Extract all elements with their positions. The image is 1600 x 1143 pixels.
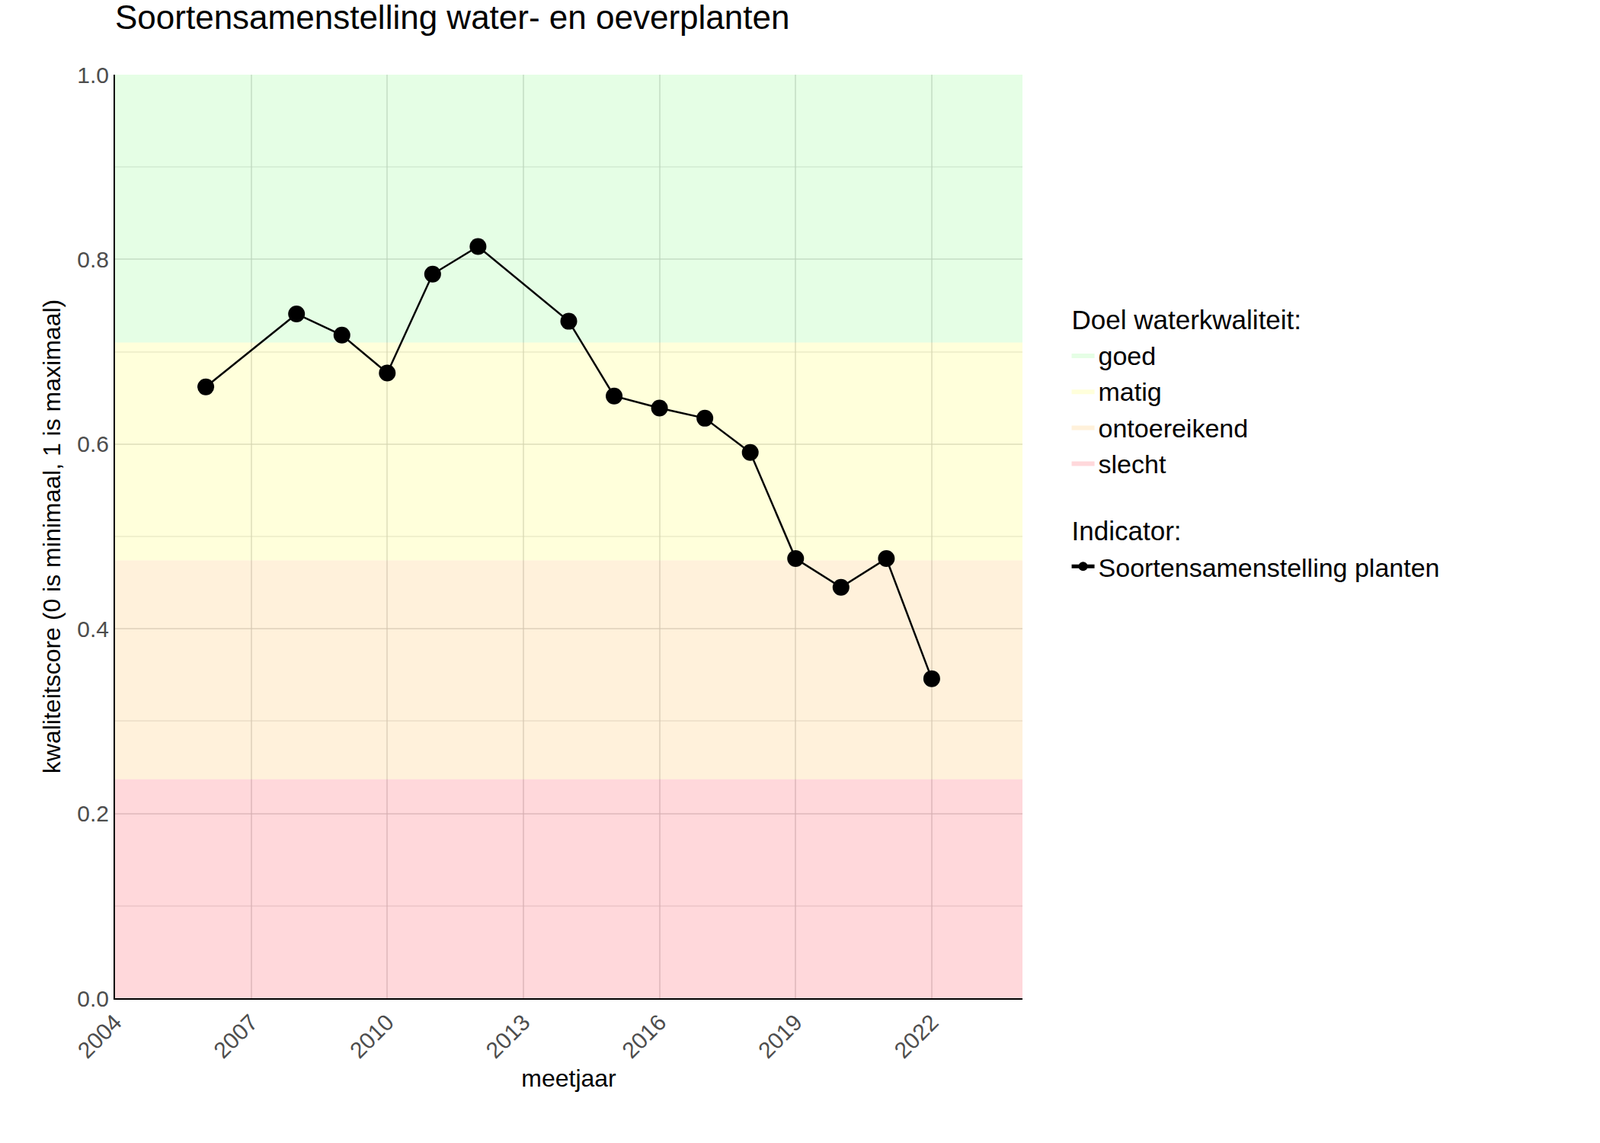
svg-text:2013: 2013 [480,1009,535,1064]
svg-text:0.4: 0.4 [76,616,109,642]
svg-text:2010: 2010 [345,1009,400,1064]
svg-text:0.6: 0.6 [76,431,109,457]
svg-text:Soortensamenstelling planten: Soortensamenstelling planten [1098,553,1440,583]
svg-text:2022: 2022 [889,1009,944,1064]
svg-text:ontoereikend: ontoereikend [1098,413,1249,443]
svg-text:1.0: 1.0 [76,62,109,88]
svg-text:0.2: 0.2 [76,800,109,826]
svg-text:Indicator:: Indicator: [1072,515,1182,546]
svg-text:Doel waterkwaliteit:: Doel waterkwaliteit: [1072,304,1303,335]
svg-text:0.0: 0.0 [76,985,109,1012]
svg-text:slecht: slecht [1098,449,1167,479]
svg-text:kwaliteitscore (0 is minimaal,: kwaliteitscore (0 is minimaal, 1 is maxi… [38,299,66,774]
svg-text:2019: 2019 [753,1009,808,1064]
svg-text:0.8: 0.8 [76,246,109,272]
svg-text:meetjaar: meetjaar [521,1064,617,1092]
svg-text:2007: 2007 [208,1009,263,1064]
svg-text:2016: 2016 [617,1009,672,1064]
svg-text:2004: 2004 [72,1009,127,1064]
svg-text:goed: goed [1098,341,1157,371]
svg-text:Soortensamenstelling water- en: Soortensamenstelling water- en oeverplan… [115,0,790,36]
svg-text:matig: matig [1098,377,1162,407]
